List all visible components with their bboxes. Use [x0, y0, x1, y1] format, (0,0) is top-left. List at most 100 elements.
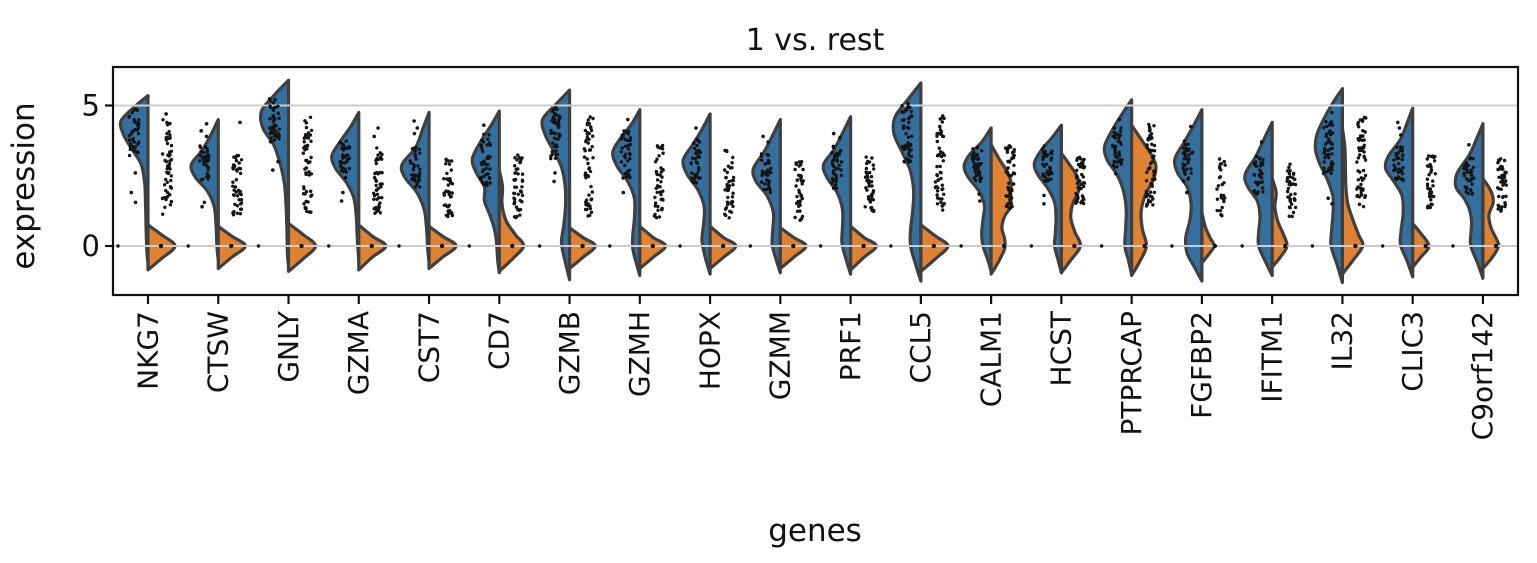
jitter-point: [1355, 194, 1359, 198]
jitter-point: [302, 202, 306, 206]
jitter-point: [1360, 134, 1364, 138]
jitter-point: [626, 143, 630, 148]
outlier-point: [1042, 193, 1046, 198]
jitter-point: [584, 203, 588, 207]
jitter-point: [1326, 148, 1330, 152]
jitter-point: [1357, 146, 1361, 150]
jitter-point: [235, 194, 240, 198]
jitter-point: [309, 194, 313, 198]
jitter-point: [520, 193, 525, 198]
jitter-point: [653, 212, 657, 217]
jitter-point: [975, 146, 980, 150]
y-tick-label-5: 5: [82, 89, 100, 123]
jitter-point: [831, 169, 836, 173]
jitter-point: [695, 137, 699, 142]
x-tick-label-IFITM1: IFITM1: [1255, 311, 1288, 403]
jitter-point: [866, 197, 871, 201]
jitter-point: [550, 150, 554, 154]
jitter-point: [941, 208, 945, 212]
x-tick-label-GZMH: GZMH: [623, 311, 656, 397]
jitter-point: [1149, 190, 1153, 194]
jitter-point: [161, 196, 165, 200]
jitter-point: [628, 138, 632, 142]
jitter-point: [231, 193, 236, 197]
jitter-point: [1152, 190, 1157, 195]
jitter-point: [1183, 143, 1188, 147]
zero-point: [650, 243, 656, 249]
jitter-point: [1215, 197, 1220, 201]
x-tick-label-CTSW: CTSW: [202, 311, 235, 393]
jitter-point: [372, 197, 376, 201]
jitter-point: [555, 107, 559, 112]
jitter-point: [309, 189, 313, 193]
jitter-point: [513, 164, 517, 168]
jitter-point: [759, 154, 764, 158]
jitter-point: [766, 168, 770, 172]
jitter-point: [591, 116, 595, 121]
jitter-point: [725, 182, 729, 187]
jitter-point: [657, 154, 661, 158]
jitter-point: [695, 172, 699, 176]
jitter-point: [1359, 182, 1363, 187]
zero-point: [1099, 244, 1104, 248]
jitter-point: [273, 129, 278, 133]
jitter-point: [1252, 173, 1257, 177]
jitter-PRF1: [818, 131, 876, 249]
jitter-point: [1496, 207, 1500, 211]
jitter-CLIC3: [1380, 120, 1438, 249]
jitter-point: [1325, 124, 1329, 129]
jitter-point: [863, 205, 867, 209]
jitter-point: [694, 181, 699, 185]
jitter-point: [1504, 170, 1508, 175]
zero-point: [608, 244, 612, 248]
jitter-point: [586, 161, 590, 166]
jitter-point: [801, 167, 805, 172]
jitter-point: [374, 170, 379, 175]
jitter-point: [308, 160, 312, 164]
jitter-point: [868, 170, 872, 175]
jitter-point: [1325, 140, 1330, 144]
jitter-point: [1363, 173, 1368, 178]
x-tick-label-GZMB: GZMB: [553, 311, 586, 395]
jitter-point: [302, 140, 306, 144]
jitter-point: [414, 157, 418, 161]
jitter-point: [1079, 186, 1083, 191]
jitter-point: [163, 205, 167, 209]
outlier-point: [204, 122, 209, 126]
jitter-point: [909, 109, 914, 114]
jitter-point: [1255, 192, 1259, 196]
zero-point: [1212, 243, 1218, 249]
jitter-point: [1254, 180, 1258, 184]
jitter-point: [1152, 143, 1157, 148]
jitter-point: [586, 141, 590, 145]
jitter-point: [582, 147, 586, 151]
jitter-point: [1222, 199, 1226, 204]
jitter-point: [1219, 196, 1224, 200]
jitter-point: [164, 189, 168, 193]
jitter-point: [231, 180, 235, 184]
jitter-point: [1356, 156, 1361, 160]
jitter-point: [1466, 191, 1470, 196]
jitter-point: [231, 184, 235, 188]
jitter-point: [627, 129, 631, 134]
jitter-point: [582, 155, 587, 159]
zero-point: [369, 243, 374, 249]
jitter-point: [418, 185, 422, 189]
jitter-point: [303, 192, 307, 196]
jitter-point: [413, 152, 417, 157]
jitter-point: [167, 162, 172, 166]
jitter-point: [1504, 179, 1508, 183]
jitter-point: [202, 155, 206, 159]
jitter-point: [658, 185, 662, 189]
outlier-point: [621, 190, 626, 195]
jitter-point: [307, 173, 311, 177]
jitter-point: [277, 116, 281, 121]
jitter-point: [520, 185, 524, 189]
jitter-point: [762, 170, 766, 175]
jitter-point: [168, 203, 173, 207]
jitter-point: [976, 162, 980, 166]
zero-point: [256, 244, 261, 248]
jitter-point: [656, 208, 660, 212]
jitter-point: [834, 177, 839, 181]
jitter-point: [1005, 194, 1009, 198]
